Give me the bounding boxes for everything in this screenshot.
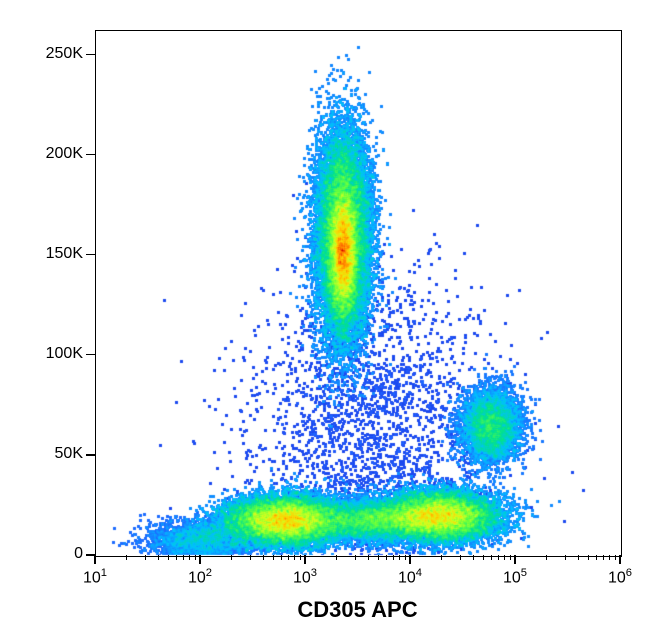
x-tick-minor xyxy=(126,555,127,560)
x-tick-minor xyxy=(615,555,616,560)
x-tick-minor xyxy=(510,555,511,560)
x-tick-minor xyxy=(195,555,196,560)
x-tick-minor xyxy=(250,555,251,560)
x-tick-minor xyxy=(578,555,579,560)
y-tick xyxy=(86,454,95,456)
x-tick-minor xyxy=(189,555,190,560)
x-tick-label: 105 xyxy=(490,567,540,587)
y-tick xyxy=(86,354,95,356)
y-tick-label: 100K xyxy=(46,345,83,363)
y-tick-label: 50K xyxy=(55,445,83,463)
x-tick-minor xyxy=(176,555,177,560)
x-tick xyxy=(514,555,516,564)
x-tick-minor xyxy=(273,555,274,560)
x-tick-minor xyxy=(378,555,379,560)
y-tick xyxy=(86,54,95,56)
x-tick-minor xyxy=(386,555,387,560)
y-tick-label: 150K xyxy=(46,245,83,263)
y-tick-label: 200K xyxy=(46,145,83,163)
x-tick-label: 103 xyxy=(280,567,330,587)
x-tick-minor xyxy=(441,555,442,560)
x-tick-minor xyxy=(288,555,289,560)
x-tick-minor xyxy=(336,555,337,560)
x-tick-minor xyxy=(588,555,589,560)
x-tick-minor xyxy=(368,555,369,560)
x-tick-label: 101 xyxy=(70,567,120,587)
y-tick xyxy=(86,254,95,256)
flow-cytometry-chart: Side Scatter CD305 APC 050K100K150K200K2… xyxy=(0,0,653,641)
y-tick-label: 0 xyxy=(74,545,83,563)
x-tick-minor xyxy=(294,555,295,560)
x-tick-minor xyxy=(609,555,610,560)
plot-area xyxy=(95,30,622,557)
x-tick-minor xyxy=(168,555,169,560)
density-scatter-canvas xyxy=(96,31,621,556)
x-tick-minor xyxy=(405,555,406,560)
y-tick-label: 250K xyxy=(46,45,83,63)
x-tick-minor xyxy=(231,555,232,560)
x-tick-label: 104 xyxy=(385,567,435,587)
x-tick-minor xyxy=(473,555,474,560)
x-tick xyxy=(409,555,411,564)
x-tick xyxy=(619,555,621,564)
x-tick-minor xyxy=(498,555,499,560)
y-tick xyxy=(86,154,95,156)
x-tick-minor xyxy=(565,555,566,560)
x-tick-minor xyxy=(183,555,184,560)
x-tick-minor xyxy=(460,555,461,560)
x-tick-minor xyxy=(158,555,159,560)
x-tick-minor xyxy=(596,555,597,560)
x-tick-minor xyxy=(546,555,547,560)
x-tick-minor xyxy=(263,555,264,560)
x-tick-minor xyxy=(281,555,282,560)
x-tick-label: 102 xyxy=(175,567,225,587)
x-tick-minor xyxy=(399,555,400,560)
x-tick xyxy=(304,555,306,564)
x-axis-label: CD305 APC xyxy=(95,597,620,623)
x-tick-minor xyxy=(300,555,301,560)
x-tick xyxy=(94,555,96,564)
x-tick-minor xyxy=(355,555,356,560)
x-tick-minor xyxy=(393,555,394,560)
x-tick-minor xyxy=(145,555,146,560)
x-tick-label: 106 xyxy=(595,567,645,587)
x-tick-minor xyxy=(603,555,604,560)
x-tick-minor xyxy=(483,555,484,560)
x-tick xyxy=(199,555,201,564)
x-tick-minor xyxy=(504,555,505,560)
x-tick-minor xyxy=(491,555,492,560)
